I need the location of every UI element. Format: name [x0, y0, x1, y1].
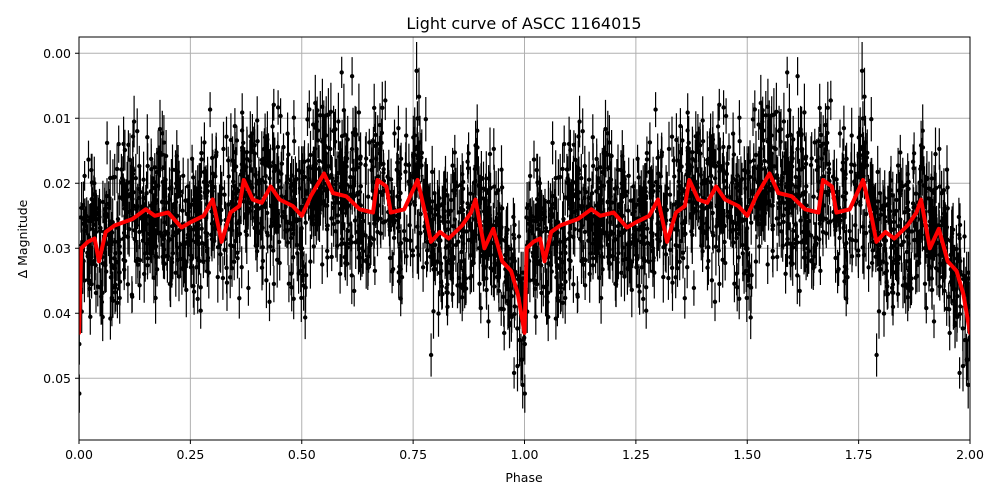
x-tick-label: 0.50: [288, 447, 316, 462]
y-tick-label: 0.01: [43, 111, 71, 126]
y-tick-label: 0.02: [43, 176, 71, 191]
y-axis-label: Δ Magnitude: [15, 199, 30, 278]
y-tick-label: 0.04: [43, 306, 71, 321]
y-tick-label: 0.05: [43, 371, 71, 386]
x-axis-label: Phase: [505, 470, 543, 485]
x-tick-label: 0.75: [399, 447, 427, 462]
chart-title: Light curve of ASCC 1164015: [406, 14, 641, 33]
x-tick-label: 1.50: [733, 447, 761, 462]
y-axis-ticks: 0.00 0.01 0.02 0.03 0.04 0.05: [43, 46, 79, 386]
x-tick-label: 0.25: [176, 447, 204, 462]
y-tick-label: 0.00: [43, 46, 71, 61]
x-tick-label: 1.75: [845, 447, 873, 462]
x-tick-label: 1.00: [511, 447, 539, 462]
x-tick-label: 2.00: [956, 447, 984, 462]
mean-curve: [79, 171, 970, 335]
x-axis-ticks: 0.00 0.25 0.50 0.75 1.00 1.25 1.50 1.75 2.00: [65, 440, 984, 462]
x-tick-label: 1.25: [622, 447, 650, 462]
y-tick-label: 0.03: [43, 241, 71, 256]
x-tick-label: 0.00: [65, 447, 93, 462]
